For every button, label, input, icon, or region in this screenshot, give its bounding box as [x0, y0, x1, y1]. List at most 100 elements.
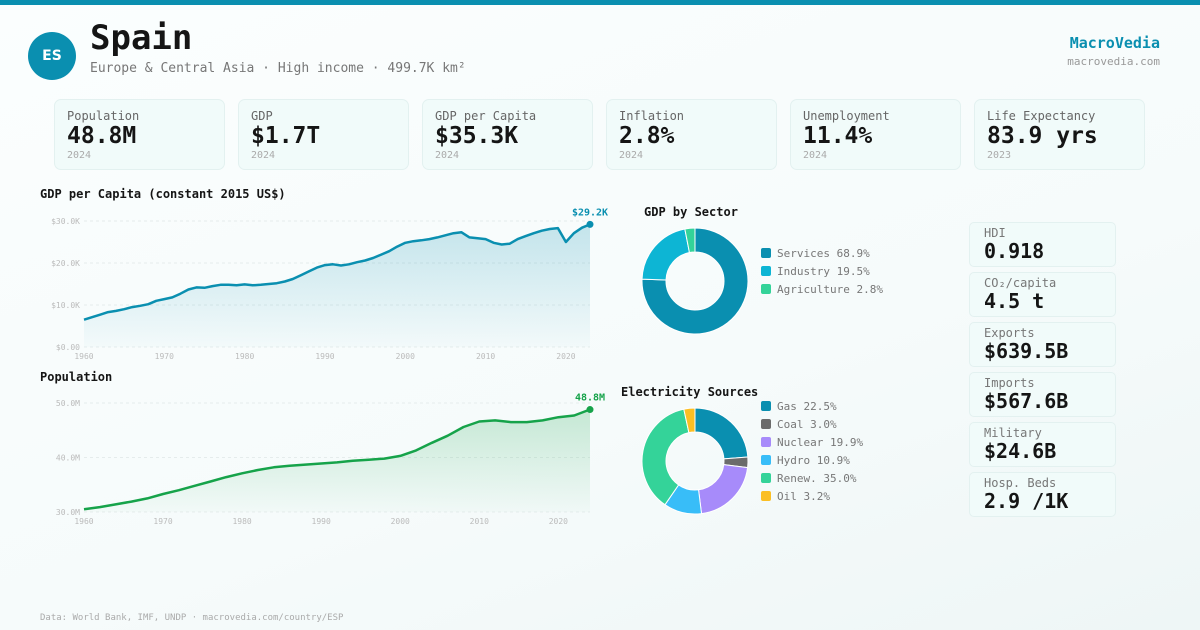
legend-item: Nuclear 19.9% — [761, 433, 863, 451]
kpi-label: GDP per Capita — [435, 109, 537, 123]
stat-value: 0.918 — [984, 239, 1045, 263]
legend-swatch — [761, 248, 771, 258]
stat-card-co2: CO₂/capita 4.5 t — [969, 272, 1116, 317]
kpi-value: $35.3K — [435, 123, 519, 149]
end-value-label: 48.8M — [575, 393, 605, 404]
legend-swatch — [761, 455, 771, 465]
legend-label: Hydro 10.9% — [777, 453, 850, 467]
kpi-value: 2.8% — [619, 123, 675, 149]
gdp-chart-title: GDP per Capita (constant 2015 US$) — [40, 187, 286, 201]
stat-card-hdi: HDI 0.918 — [969, 222, 1116, 267]
kpi-year: 2024 — [67, 150, 92, 161]
legend-item: Industry 19.5% — [761, 262, 883, 280]
donut-slice-renew — [641, 408, 690, 506]
kpi-card-unemployment: Unemployment 11.4% 2024 — [790, 99, 961, 170]
legend-swatch — [761, 473, 771, 483]
legend-label: Nuclear 19.9% — [777, 435, 864, 449]
donut-slice-services — [641, 227, 749, 335]
electricity-chart-title: Electricity Sources — [621, 385, 759, 399]
kpi-card-inflation: Inflation 2.8% 2024 — [606, 99, 777, 170]
legend-label: Services 68.9% — [777, 246, 870, 260]
gdp-per-capita-chart: $0.00 $10.0K $20.0K $30.0K 1960 1970 1980 1990 2… — [51, 207, 608, 361]
page-subtitle: Europe & Central Asia · High income · 49… — [90, 61, 466, 76]
kpi-card-population: Population 48.8M 2024 — [54, 99, 225, 170]
stat-label: CO₂/capita — [984, 276, 1057, 290]
x-tick-label: 2020 — [556, 352, 575, 361]
brand-url[interactable]: macrovedia.com — [1067, 55, 1160, 68]
kpi-year: 2024 — [619, 150, 644, 161]
page-title: Spain — [90, 18, 193, 58]
legend-swatch — [761, 284, 771, 294]
x-tick-label: 1970 — [153, 517, 172, 526]
x-tick-label: 1980 — [232, 517, 251, 526]
kpi-value: 48.8M — [67, 123, 137, 149]
stat-card-military: Military $24.6B — [969, 422, 1116, 467]
electricity-legend: Gas 22.5% Coal 3.0% Nuclear 19.9% Hydro … — [761, 397, 863, 505]
kpi-value: $1.7T — [251, 123, 321, 149]
donut-slice-industry — [641, 228, 691, 281]
stat-card-hospital-beds: Hosp. Beds 2.9 /1K — [969, 472, 1116, 517]
donut-slice-oil — [683, 407, 696, 434]
legend-label: Coal 3.0% — [777, 417, 837, 431]
x-tick-label: 1980 — [235, 352, 254, 361]
legend-item: Coal 3.0% — [761, 415, 863, 433]
x-tick-label: 1960 — [74, 517, 93, 526]
stat-label: Imports — [984, 376, 1035, 390]
legend-label: Renew. 35.0% — [777, 471, 857, 485]
stat-value: 2.9 /1K — [984, 489, 1069, 513]
legend-item: Gas 22.5% — [761, 397, 863, 415]
stat-label: Exports — [984, 326, 1035, 340]
legend-item: Hydro 10.9% — [761, 451, 863, 469]
side-stats-panel: HDI 0.918 CO₂/capita 4.5 t Exports $639.5B … — [969, 222, 1116, 522]
legend-item: Agriculture 2.8% — [761, 280, 883, 298]
series-line — [83, 408, 591, 511]
y-tick-label: $10.0K — [51, 301, 80, 310]
stat-label: Hosp. Beds — [984, 476, 1057, 490]
kpi-value: 11.4% — [803, 123, 873, 149]
brand-logo[interactable]: MacroVedia — [1069, 34, 1160, 52]
legend-swatch — [761, 491, 771, 501]
y-tick-label: 40.0M — [56, 454, 80, 463]
legend-item: Renew. 35.0% — [761, 469, 863, 487]
stat-value: $639.5B — [984, 339, 1069, 363]
donut-slice-gas — [694, 407, 749, 460]
legend-label: Gas 22.5% — [777, 399, 837, 413]
kpi-year: 2024 — [251, 150, 276, 161]
stat-label: Military — [984, 426, 1042, 440]
series-line — [83, 223, 591, 321]
y-tick-label: $30.0K — [51, 217, 80, 226]
top-accent-bar — [0, 0, 1200, 5]
x-tick-label: 2000 — [391, 517, 410, 526]
legend-swatch — [761, 401, 771, 411]
legend-item: Oil 3.2% — [761, 487, 863, 505]
kpi-year: 2024 — [435, 150, 460, 161]
y-tick-label: $20.0K — [51, 259, 80, 268]
sector-chart-title: GDP by Sector — [644, 205, 738, 219]
stat-value: $24.6B — [984, 439, 1057, 463]
x-tick-label: 1990 — [312, 517, 331, 526]
legend-swatch — [761, 266, 771, 276]
population-chart: 30.0M 40.0M 50.0M 1960 1970 1980 1990 2000 2010 2… — [56, 393, 605, 526]
stat-value: $567.6B — [984, 389, 1069, 413]
end-point — [586, 220, 594, 228]
x-tick-label: 2010 — [476, 352, 495, 361]
legend-label: Agriculture 2.8% — [777, 282, 883, 296]
x-tick-label: 1970 — [155, 352, 174, 361]
legend-label: Industry 19.5% — [777, 264, 870, 278]
legend-swatch — [761, 419, 771, 429]
kpi-card-gdp: GDP $1.7T 2024 — [238, 99, 409, 170]
kpi-card-life-expectancy: Life Expectancy 83.9 yrs 2023 — [974, 99, 1145, 170]
kpi-label: Inflation — [619, 109, 685, 123]
y-tick-label: $0.00 — [56, 343, 80, 352]
kpi-value: 83.9 yrs — [987, 123, 1098, 149]
footer-source[interactable]: Data: World Bank, IMF, UNDP · macrovedia… — [40, 613, 344, 623]
gdp-by-sector-donut — [641, 227, 749, 335]
flag-code: ES — [42, 48, 62, 64]
stat-card-imports: Imports $567.6B — [969, 372, 1116, 417]
stat-value: 4.5 t — [984, 289, 1045, 313]
electricity-sources-donut — [641, 407, 749, 515]
area-fill — [84, 224, 590, 347]
y-tick-label: 50.0M — [56, 399, 80, 408]
x-tick-label: 1960 — [74, 352, 93, 361]
kpi-year: 2024 — [803, 150, 828, 161]
